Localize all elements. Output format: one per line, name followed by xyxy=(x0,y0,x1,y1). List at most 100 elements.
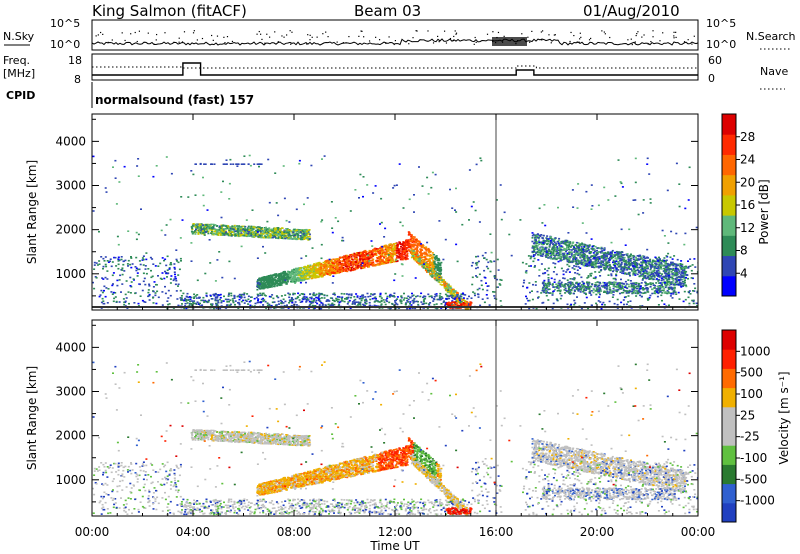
data-cell xyxy=(467,310,469,312)
data-cell xyxy=(263,280,266,283)
data-cell xyxy=(611,251,614,253)
data-cell xyxy=(292,237,295,240)
data-cell xyxy=(541,255,544,257)
data-cell xyxy=(402,250,405,252)
data-cell xyxy=(410,256,413,259)
data-cell xyxy=(429,273,431,275)
data-cell xyxy=(679,276,682,278)
data-cell xyxy=(304,275,307,277)
data-cell xyxy=(206,230,209,233)
data-cell xyxy=(586,262,589,265)
data-cell xyxy=(366,262,369,264)
nsearch-point xyxy=(455,33,457,35)
data-cell xyxy=(604,264,607,267)
data-cell xyxy=(586,247,589,250)
nsearch-point xyxy=(473,43,475,45)
data-cell xyxy=(603,262,606,265)
data-cell xyxy=(353,255,356,258)
data-cell xyxy=(318,271,321,274)
data-cell xyxy=(617,253,620,255)
data-cell xyxy=(256,233,259,236)
data-cell xyxy=(619,271,622,273)
data-cell xyxy=(329,270,331,272)
data-cell xyxy=(669,276,672,278)
data-cell xyxy=(211,232,214,235)
data-cell xyxy=(374,249,377,252)
data-cell xyxy=(285,281,288,284)
data-cell xyxy=(413,248,416,251)
data-cell xyxy=(597,265,600,268)
data-cell xyxy=(294,278,297,280)
data-cell xyxy=(683,277,686,279)
data-cell xyxy=(570,253,573,255)
data-cell xyxy=(208,227,211,230)
data-cell xyxy=(340,267,342,270)
data-cell xyxy=(596,250,598,252)
data-cell xyxy=(553,249,556,252)
data-cell xyxy=(407,243,410,246)
data-cell xyxy=(247,232,250,235)
data-cell xyxy=(436,277,439,279)
data-cell xyxy=(271,275,274,277)
data-cell xyxy=(212,226,215,228)
data-cell xyxy=(394,248,397,250)
data-cell xyxy=(275,273,278,275)
data-cell xyxy=(227,225,229,227)
data-cell xyxy=(412,252,415,255)
data-cell xyxy=(273,232,275,234)
data-cell xyxy=(538,251,541,254)
data-cell xyxy=(551,247,554,250)
data-cell xyxy=(568,259,571,262)
data-cell xyxy=(368,249,371,252)
nsearch-point xyxy=(309,34,311,36)
data-cell xyxy=(267,231,270,234)
data-cell xyxy=(402,253,405,256)
data-cell xyxy=(551,252,554,255)
data-cell xyxy=(369,263,372,266)
data-cell xyxy=(274,231,277,234)
data-cell xyxy=(259,230,262,233)
data-cell xyxy=(312,264,315,266)
data-cell xyxy=(279,236,282,238)
data-cell xyxy=(319,266,322,269)
data-cell xyxy=(276,234,279,237)
data-cell xyxy=(388,259,391,261)
data-cell xyxy=(326,269,328,272)
data-cell xyxy=(391,261,394,263)
data-cell xyxy=(445,288,448,291)
data-cell xyxy=(247,227,250,229)
data-cell xyxy=(253,235,256,238)
data-cell xyxy=(228,231,231,234)
data-cell xyxy=(299,267,302,269)
data-cell xyxy=(306,237,309,239)
data-cell xyxy=(420,262,423,265)
data-cell xyxy=(427,269,430,272)
nsearch-point xyxy=(183,31,186,33)
data-cell xyxy=(395,257,398,259)
data-cell xyxy=(430,262,433,264)
data-cell xyxy=(559,247,562,249)
data-cell xyxy=(439,277,442,280)
data-cell xyxy=(318,261,321,264)
data-cell xyxy=(251,228,254,230)
nsearch-point xyxy=(306,43,308,45)
data-cell xyxy=(617,255,620,258)
data-cell xyxy=(620,255,623,258)
data-cell xyxy=(575,247,578,249)
data-cell xyxy=(388,243,391,246)
data-cell xyxy=(576,250,579,253)
nsearch-point xyxy=(553,34,555,36)
data-cell xyxy=(424,252,427,255)
data-cell xyxy=(651,278,654,280)
data-cell xyxy=(301,235,304,238)
data-cell xyxy=(330,272,333,274)
nsearch-point xyxy=(673,37,675,39)
data-cell xyxy=(246,228,249,230)
data-cell xyxy=(390,245,393,248)
data-cell xyxy=(665,272,668,275)
data-cell xyxy=(428,259,431,262)
data-cell xyxy=(452,290,455,292)
data-cell xyxy=(238,225,241,227)
data-cell xyxy=(587,249,590,251)
data-cell xyxy=(467,307,470,310)
